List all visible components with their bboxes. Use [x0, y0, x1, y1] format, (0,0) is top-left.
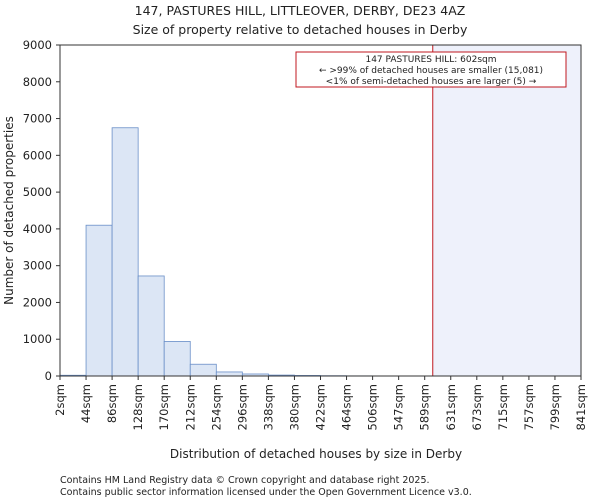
y-tick-label: 1000 [23, 332, 52, 346]
x-axis-title: Distribution of detached houses by size … [170, 447, 462, 461]
x-tick-label: 547sqm [392, 384, 406, 430]
bar-212sqm [189, 363, 217, 377]
bar-44sqm [85, 224, 113, 377]
annotation-frame [295, 51, 567, 88]
x-tick-label: 631sqm [444, 384, 458, 430]
y-tick-label: 2000 [23, 295, 52, 309]
y-tick-label: 5000 [23, 185, 52, 199]
x-tick-label: 2sqm [53, 384, 67, 416]
x-tick-label: 757sqm [522, 384, 536, 430]
y-tick-label: 9000 [23, 38, 52, 52]
bar-254sqm [215, 371, 243, 377]
y-tick-label: 7000 [23, 112, 52, 126]
y-axis-ticks: 0 1000 2000 3000 4000 5000 6000 7000 8000 9000 [23, 38, 60, 383]
bar-86sqm [111, 127, 139, 377]
x-tick-label: 338sqm [261, 384, 275, 430]
y-tick-label: 8000 [23, 75, 52, 89]
x-axis-ticks: 2sqm 44sqm 86sqm 128sqm 170sqm 212sqm 254sqm 29… [53, 376, 588, 430]
footer-line-1: Contains HM Land Registry data © Crown c… [60, 475, 430, 486]
annotation-line-3: <1% of semi-detached houses are larger (… [326, 77, 537, 87]
marker-shaded-region [432, 45, 581, 376]
footer-line-2: Contains public sector information licen… [60, 487, 472, 498]
x-tick-label: 422sqm [314, 384, 328, 430]
x-tick-label: 86sqm [105, 384, 119, 423]
x-tick-label: 715sqm [496, 384, 510, 430]
annotation-line-2: ← >99% of detached houses are smaller (1… [319, 66, 543, 76]
chart-title: 147, PASTURES HILL, LITTLEOVER, DERBY, D… [135, 3, 466, 18]
bar-170sqm [163, 341, 191, 377]
y-tick-label: 6000 [23, 148, 52, 162]
annotation-line-1: 147 PASTURES HILL: 602sqm [365, 55, 496, 65]
annotation-box: 147 PASTURES HILL: 602sqm ← >99% of deta… [295, 51, 567, 88]
x-tick-label: 44sqm [79, 384, 93, 423]
bar-128sqm [137, 275, 165, 377]
y-tick-label: 4000 [23, 222, 52, 236]
x-tick-label: 128sqm [131, 384, 145, 430]
x-tick-label: 380sqm [287, 384, 301, 430]
x-tick-label: 799sqm [548, 384, 562, 430]
x-tick-label: 464sqm [340, 384, 354, 430]
chart-subtitle: Size of property relative to detached ho… [133, 22, 468, 37]
y-tick-label: 3000 [23, 259, 52, 273]
y-tick-label: 0 [45, 369, 52, 383]
bars-group [59, 127, 452, 377]
x-tick-label: 841sqm [574, 384, 588, 430]
x-tick-label: 254sqm [209, 384, 223, 430]
y-axis-title: Number of detached properties [2, 116, 16, 305]
x-tick-label: 589sqm [418, 384, 432, 430]
x-tick-label: 170sqm [157, 384, 171, 430]
x-tick-label: 212sqm [183, 384, 197, 430]
x-tick-label: 296sqm [235, 384, 249, 430]
x-tick-label: 506sqm [366, 384, 380, 430]
x-tick-label: 673sqm [470, 384, 484, 430]
